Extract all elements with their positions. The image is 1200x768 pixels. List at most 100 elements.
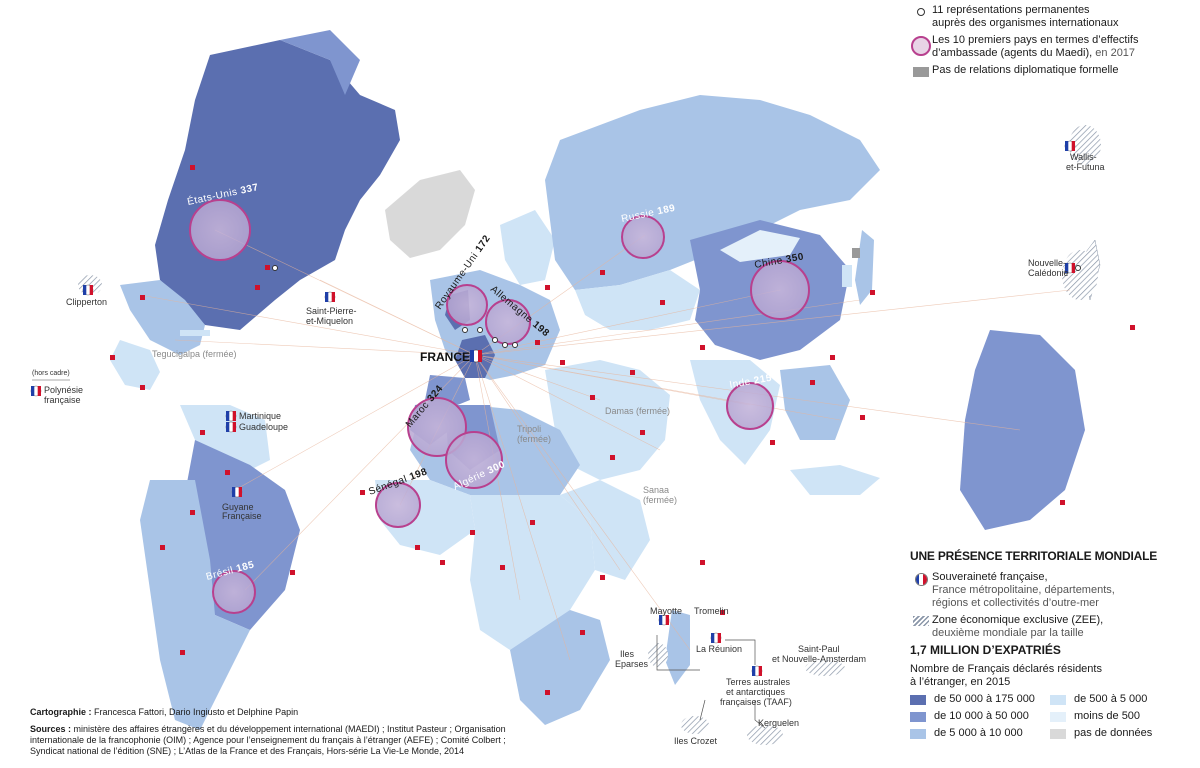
- permanent-rep-dot: [462, 327, 468, 333]
- scale-swatch: [910, 711, 926, 722]
- legend-top10-line2: d’ambassade (agents du Maedi),: [932, 47, 1093, 59]
- expat-title: 1,7 MILLION D’EXPATRIÉS: [910, 643, 1061, 657]
- alaska: [280, 30, 360, 95]
- no-relations-nk: [852, 248, 860, 258]
- label-france: FRANCE: [420, 350, 470, 364]
- legend-no-relations: Pas de relations diplomatique formelle: [910, 64, 1195, 77]
- embassy-marker: [110, 355, 115, 360]
- label-wallis-1: Wallis-: [1070, 152, 1097, 162]
- legend-zee-line1: Zone économique exclusive (ZEE),: [932, 614, 1104, 626]
- permanent-rep-dot: [272, 265, 278, 271]
- legend-permanent-rep-line2: auprès des organismes internationaux: [932, 17, 1119, 29]
- southern-africa: [510, 610, 610, 725]
- label-martinique: Martinique: [239, 411, 281, 421]
- flag-icon: [225, 410, 237, 422]
- ring-icon: [911, 36, 931, 56]
- bottom-legend: UNE PRÉSENCE TERRITORIALE MONDIALE Souve…: [910, 550, 1195, 740]
- expat-sub2: à l’étranger, en 2015: [910, 676, 1011, 688]
- territory-flags: [30, 140, 1076, 677]
- scandinavia: [500, 210, 555, 285]
- credits: Cartographie : Francesca Fattori, Dario …: [30, 707, 530, 757]
- se-asia: [780, 365, 850, 440]
- sources-line2: internationale de la francophonie (OIM) …: [30, 735, 506, 745]
- zee-saint-paul: [805, 660, 845, 676]
- scale-swatch: [1050, 694, 1066, 705]
- label-saint-paul-2: et Nouvelle-Amsterdam: [772, 654, 866, 664]
- scale-swatch: [1050, 711, 1066, 722]
- ring-morocco: [407, 397, 467, 457]
- south-america-south: [140, 480, 250, 730]
- legend-permanent-rep-line1: 11 représentations permanentes: [932, 4, 1090, 16]
- legend-top10: Les 10 premiers pays en termes d’effecti…: [910, 34, 1195, 60]
- permanent-representations: [272, 265, 1081, 348]
- embassy-marker: [830, 355, 835, 360]
- flag-icon: [231, 486, 243, 498]
- label-brazil-n: 185: [235, 559, 255, 574]
- embassy-marker: [610, 455, 615, 460]
- embassy-marker: [720, 610, 725, 615]
- embassy-marker: [500, 565, 505, 570]
- scale-item: de 10 000 à 50 000: [910, 710, 1050, 723]
- legend-top10-year: en 2017: [1095, 47, 1136, 59]
- embassy-marker: [440, 560, 445, 565]
- embassy-marker: [200, 430, 205, 435]
- label-sanaa: Sanaa: [643, 485, 669, 495]
- scale-item: moins de 500: [1050, 710, 1190, 723]
- south-america-north: [180, 405, 270, 470]
- cuba: [180, 330, 210, 336]
- zee-iles-eparses: [648, 643, 668, 667]
- scale-swatch: [910, 694, 926, 705]
- label-damas: Damas (fermée): [605, 406, 670, 416]
- legend-top10-line1: Les 10 premiers pays en termes d’effecti…: [932, 34, 1139, 46]
- embassy-marker: [1060, 500, 1065, 505]
- label-tripoli: Tripoli: [517, 424, 541, 434]
- label-spm-2: et-Miquelon: [306, 316, 353, 326]
- zee-wallis: [1069, 125, 1101, 165]
- svg-text:Chine 350: Chine 350: [754, 251, 805, 271]
- taaf-connectors: [656, 635, 766, 729]
- label-tripoli-closed: (fermée): [517, 434, 551, 444]
- permanent-rep-dot: [492, 337, 498, 343]
- embassy-marker: [160, 545, 165, 550]
- label-nc-1: Nouvelle-: [1028, 258, 1066, 268]
- embassy-marker: [225, 470, 230, 475]
- label-nc-2: Calédonie: [1028, 268, 1069, 278]
- link-lines: [139, 229, 1071, 661]
- scale-label: de 10 000 à 50 000: [934, 710, 1029, 722]
- label-reunion: La Réunion: [696, 644, 742, 654]
- label-spm-1: Saint-Pierre-: [306, 306, 357, 316]
- label-guyane-2: Française: [222, 511, 262, 521]
- scale-label: moins de 500: [1074, 710, 1141, 722]
- label-india: Inde: [729, 376, 752, 391]
- scale-swatch: [910, 728, 926, 739]
- ring-usa: [189, 199, 251, 261]
- middle-east: [545, 360, 670, 480]
- flag-icon: [1064, 140, 1076, 152]
- label-india-n: 215: [753, 373, 773, 387]
- ring-brazil: [212, 570, 256, 614]
- scale-item: de 500 à 5 000: [1050, 693, 1190, 706]
- label-tegucigalpa: Tegucigalpa (fermée): [152, 349, 237, 359]
- scale-item: de 50 000 à 175 000: [910, 693, 1050, 706]
- label-crozet: Iles Crozet: [674, 736, 718, 746]
- scale-item: pas de données: [1050, 727, 1190, 740]
- embassy-markers: [110, 165, 1135, 695]
- label-iles-eparses-1: Iles: [620, 649, 635, 659]
- cartography-credit: Cartographie : Francesca Fattori, Dario …: [30, 707, 530, 718]
- embassy-marker: [600, 575, 605, 580]
- zee-crozet: [681, 716, 709, 734]
- legend-permanent-rep: 11 représentations permanentes auprès de…: [910, 4, 1195, 30]
- label-mayotte: Mayotte: [650, 606, 682, 616]
- embassy-marker: [535, 340, 540, 345]
- central-africa: [470, 495, 595, 650]
- embassy-marker: [470, 530, 475, 535]
- embassy-marker: [870, 290, 875, 295]
- east-africa: [560, 480, 650, 580]
- embassy-marker: [860, 415, 865, 420]
- legend-sov-line3: régions et collectivités d’outre-mer: [932, 597, 1099, 609]
- embassy-marker: [255, 285, 260, 290]
- gray-square-icon: [913, 67, 929, 77]
- north-america: [155, 40, 400, 330]
- permanent-rep-icon: [917, 8, 925, 16]
- label-china: Chine: [754, 255, 784, 271]
